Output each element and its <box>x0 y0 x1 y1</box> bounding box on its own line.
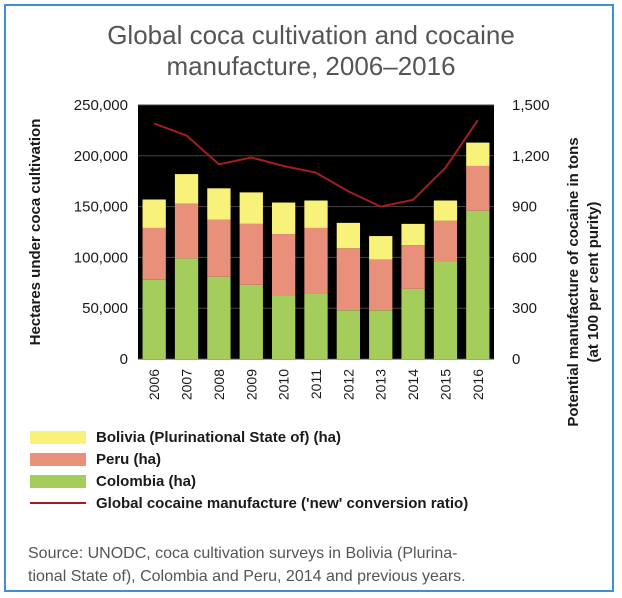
bar-colombia-2015 <box>433 261 458 359</box>
bar-peru-2012 <box>336 248 361 311</box>
x-tick-label: 2006 <box>146 369 162 400</box>
source-line2: tional State of), Colombia and Peru, 201… <box>28 568 466 585</box>
legend-label-line: Global cocaine manufacture ('new' conver… <box>96 494 469 512</box>
y2-tick-label: 600 <box>512 249 537 266</box>
bar-bolivia-2014 <box>401 223 425 246</box>
bar-colombia-2006 <box>142 279 166 359</box>
legend-item-bolivia: Bolivia (Plurinational State of) (ha) <box>30 426 468 448</box>
bar-peru-2016 <box>466 165 490 211</box>
x-tick-label: 2010 <box>276 369 292 400</box>
bar-colombia-2016 <box>466 210 490 359</box>
bar-colombia-2008 <box>207 276 231 359</box>
bar-colombia-2012 <box>336 310 361 359</box>
x-tick-label: 2012 <box>340 369 356 400</box>
y-tick-label: 250,000 <box>74 97 128 114</box>
x-tick-label: 2014 <box>405 369 421 400</box>
bar-bolivia-2015 <box>433 200 458 221</box>
y2-tick-label: 1,200 <box>512 148 550 165</box>
legend: Bolivia (Plurinational State of) (ha) Pe… <box>30 426 468 514</box>
legend-item-colombia: Colombia (ha) <box>30 470 468 492</box>
y2-axis-label-line1: Potential manufacture of cocaine in tons <box>565 137 582 426</box>
y2-axis-label-line2: (at 100 per cent purity) <box>585 202 602 363</box>
y2-tick-label: 300 <box>512 300 537 317</box>
cocaine-manufacture-line <box>153 119 479 208</box>
y-tick-label: 50,000 <box>82 300 128 317</box>
legend-label-peru: Peru (ha) <box>96 450 162 468</box>
bar-bolivia-2007 <box>174 174 199 204</box>
bar-bolivia-2016 <box>466 142 490 166</box>
bar-peru-2010 <box>271 234 296 297</box>
bar-peru-2006 <box>142 227 166 280</box>
bar-bolivia-2011 <box>304 200 328 228</box>
x-tick-label: 2007 <box>179 369 195 400</box>
bar-bolivia-2006 <box>142 199 166 228</box>
bar-peru-2013 <box>369 259 393 311</box>
bar-colombia-2010 <box>271 296 296 359</box>
legend-swatch-line <box>30 502 86 504</box>
bar-colombia-2009 <box>239 284 263 359</box>
bar-peru-2008 <box>207 219 231 277</box>
bar-colombia-2011 <box>304 293 328 359</box>
bar-bolivia-2012 <box>336 222 361 249</box>
y-tick-label: 200,000 <box>74 148 128 165</box>
y2-tick-label: 900 <box>512 199 537 216</box>
chart-title: Global coca cultivation and cocaine manu… <box>0 20 622 82</box>
bar-peru-2015 <box>433 220 458 262</box>
bar-peru-2007 <box>174 203 199 259</box>
x-tick-label: 2011 <box>308 369 324 399</box>
y-axis-label: Hectares under coca cultivation <box>27 119 44 346</box>
legend-swatch-bolivia <box>30 430 86 444</box>
bar-colombia-2007 <box>174 258 199 359</box>
bar-colombia-2013 <box>369 310 393 359</box>
bar-bolivia-2009 <box>239 192 263 224</box>
x-tick-label: 2009 <box>243 369 259 400</box>
legend-swatch-peru <box>30 452 86 466</box>
legend-label-bolivia: Bolivia (Plurinational State of) (ha) <box>96 428 342 446</box>
y-tick-label: 100,000 <box>74 249 128 266</box>
bar-bolivia-2013 <box>369 236 393 260</box>
bar-bolivia-2010 <box>271 202 296 235</box>
x-tick-label: 2015 <box>437 369 453 400</box>
legend-label-colombia: Colombia (ha) <box>96 472 196 490</box>
y-tick-label: 0 <box>120 351 128 368</box>
chart-title-line1: Global coca cultivation and cocaine <box>107 20 515 50</box>
bar-peru-2009 <box>239 223 263 285</box>
legend-item-peru: Peru (ha) <box>30 448 468 470</box>
y2-tick-label: 0 <box>512 351 520 368</box>
x-tick-label: 2008 <box>211 369 227 400</box>
bar-colombia-2014 <box>401 288 425 359</box>
source-line1: Source: UNODC, coca cultivation surveys … <box>28 545 458 562</box>
legend-item-line: Global cocaine manufacture ('new' conver… <box>30 492 468 514</box>
x-tick-label: 2016 <box>470 369 486 400</box>
bar-bolivia-2008 <box>207 188 231 220</box>
y-tick-label: 150,000 <box>74 199 128 216</box>
chart-title-line2: manufacture, 2006–2016 <box>166 51 456 81</box>
source-note: Source: UNODC, coca cultivation surveys … <box>28 542 598 588</box>
x-tick-label: 2013 <box>373 369 389 400</box>
y2-tick-label: 1,500 <box>512 97 550 114</box>
legend-swatch-colombia <box>30 474 86 488</box>
bar-peru-2014 <box>401 245 425 289</box>
bar-peru-2011 <box>304 227 328 294</box>
